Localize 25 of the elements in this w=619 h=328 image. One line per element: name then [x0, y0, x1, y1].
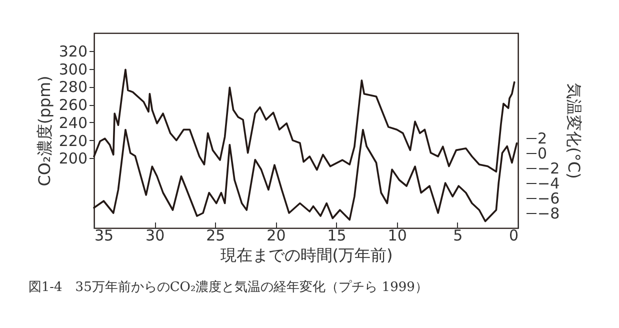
- y2-tick-label: −6: [538, 190, 560, 208]
- x-tick-label: 0: [508, 226, 518, 244]
- y-tick-label: 220: [58, 132, 88, 150]
- x-tick-label: 10: [388, 226, 407, 244]
- y2-axis-title: 気温変化(°C): [564, 83, 584, 179]
- x-tick-label: 30: [146, 226, 165, 244]
- x-tick-label: 35: [94, 226, 114, 244]
- x-tick-label: 5: [453, 226, 463, 244]
- y2-tick-label: −8: [538, 204, 560, 222]
- y2-tick-label: 0: [538, 144, 548, 162]
- y-tick-label: 260: [58, 96, 88, 114]
- y-tick-label: 280: [58, 78, 88, 96]
- x-tick-label: 25: [206, 226, 226, 244]
- y2-tick-label: −4: [538, 174, 560, 192]
- x-axis-title: 現在までの時間(万年前): [220, 246, 393, 264]
- caption: 図1-4 35万年前からのCO₂濃度と気温の経年変化（プチら 1999）: [28, 279, 428, 295]
- x-tick-label: 15: [327, 226, 346, 244]
- y-tick-label: 240: [58, 114, 88, 132]
- x-tick-label: 20: [266, 226, 286, 244]
- y2-tick-label: 2: [538, 130, 548, 148]
- y-tick-label: 200: [58, 150, 88, 168]
- y-axis-title: CO₂濃度(ppm): [34, 76, 54, 186]
- y-tick-label: 320: [58, 42, 88, 60]
- y-tick-label: 300: [58, 60, 88, 78]
- y2-tick-label: −2: [538, 160, 560, 178]
